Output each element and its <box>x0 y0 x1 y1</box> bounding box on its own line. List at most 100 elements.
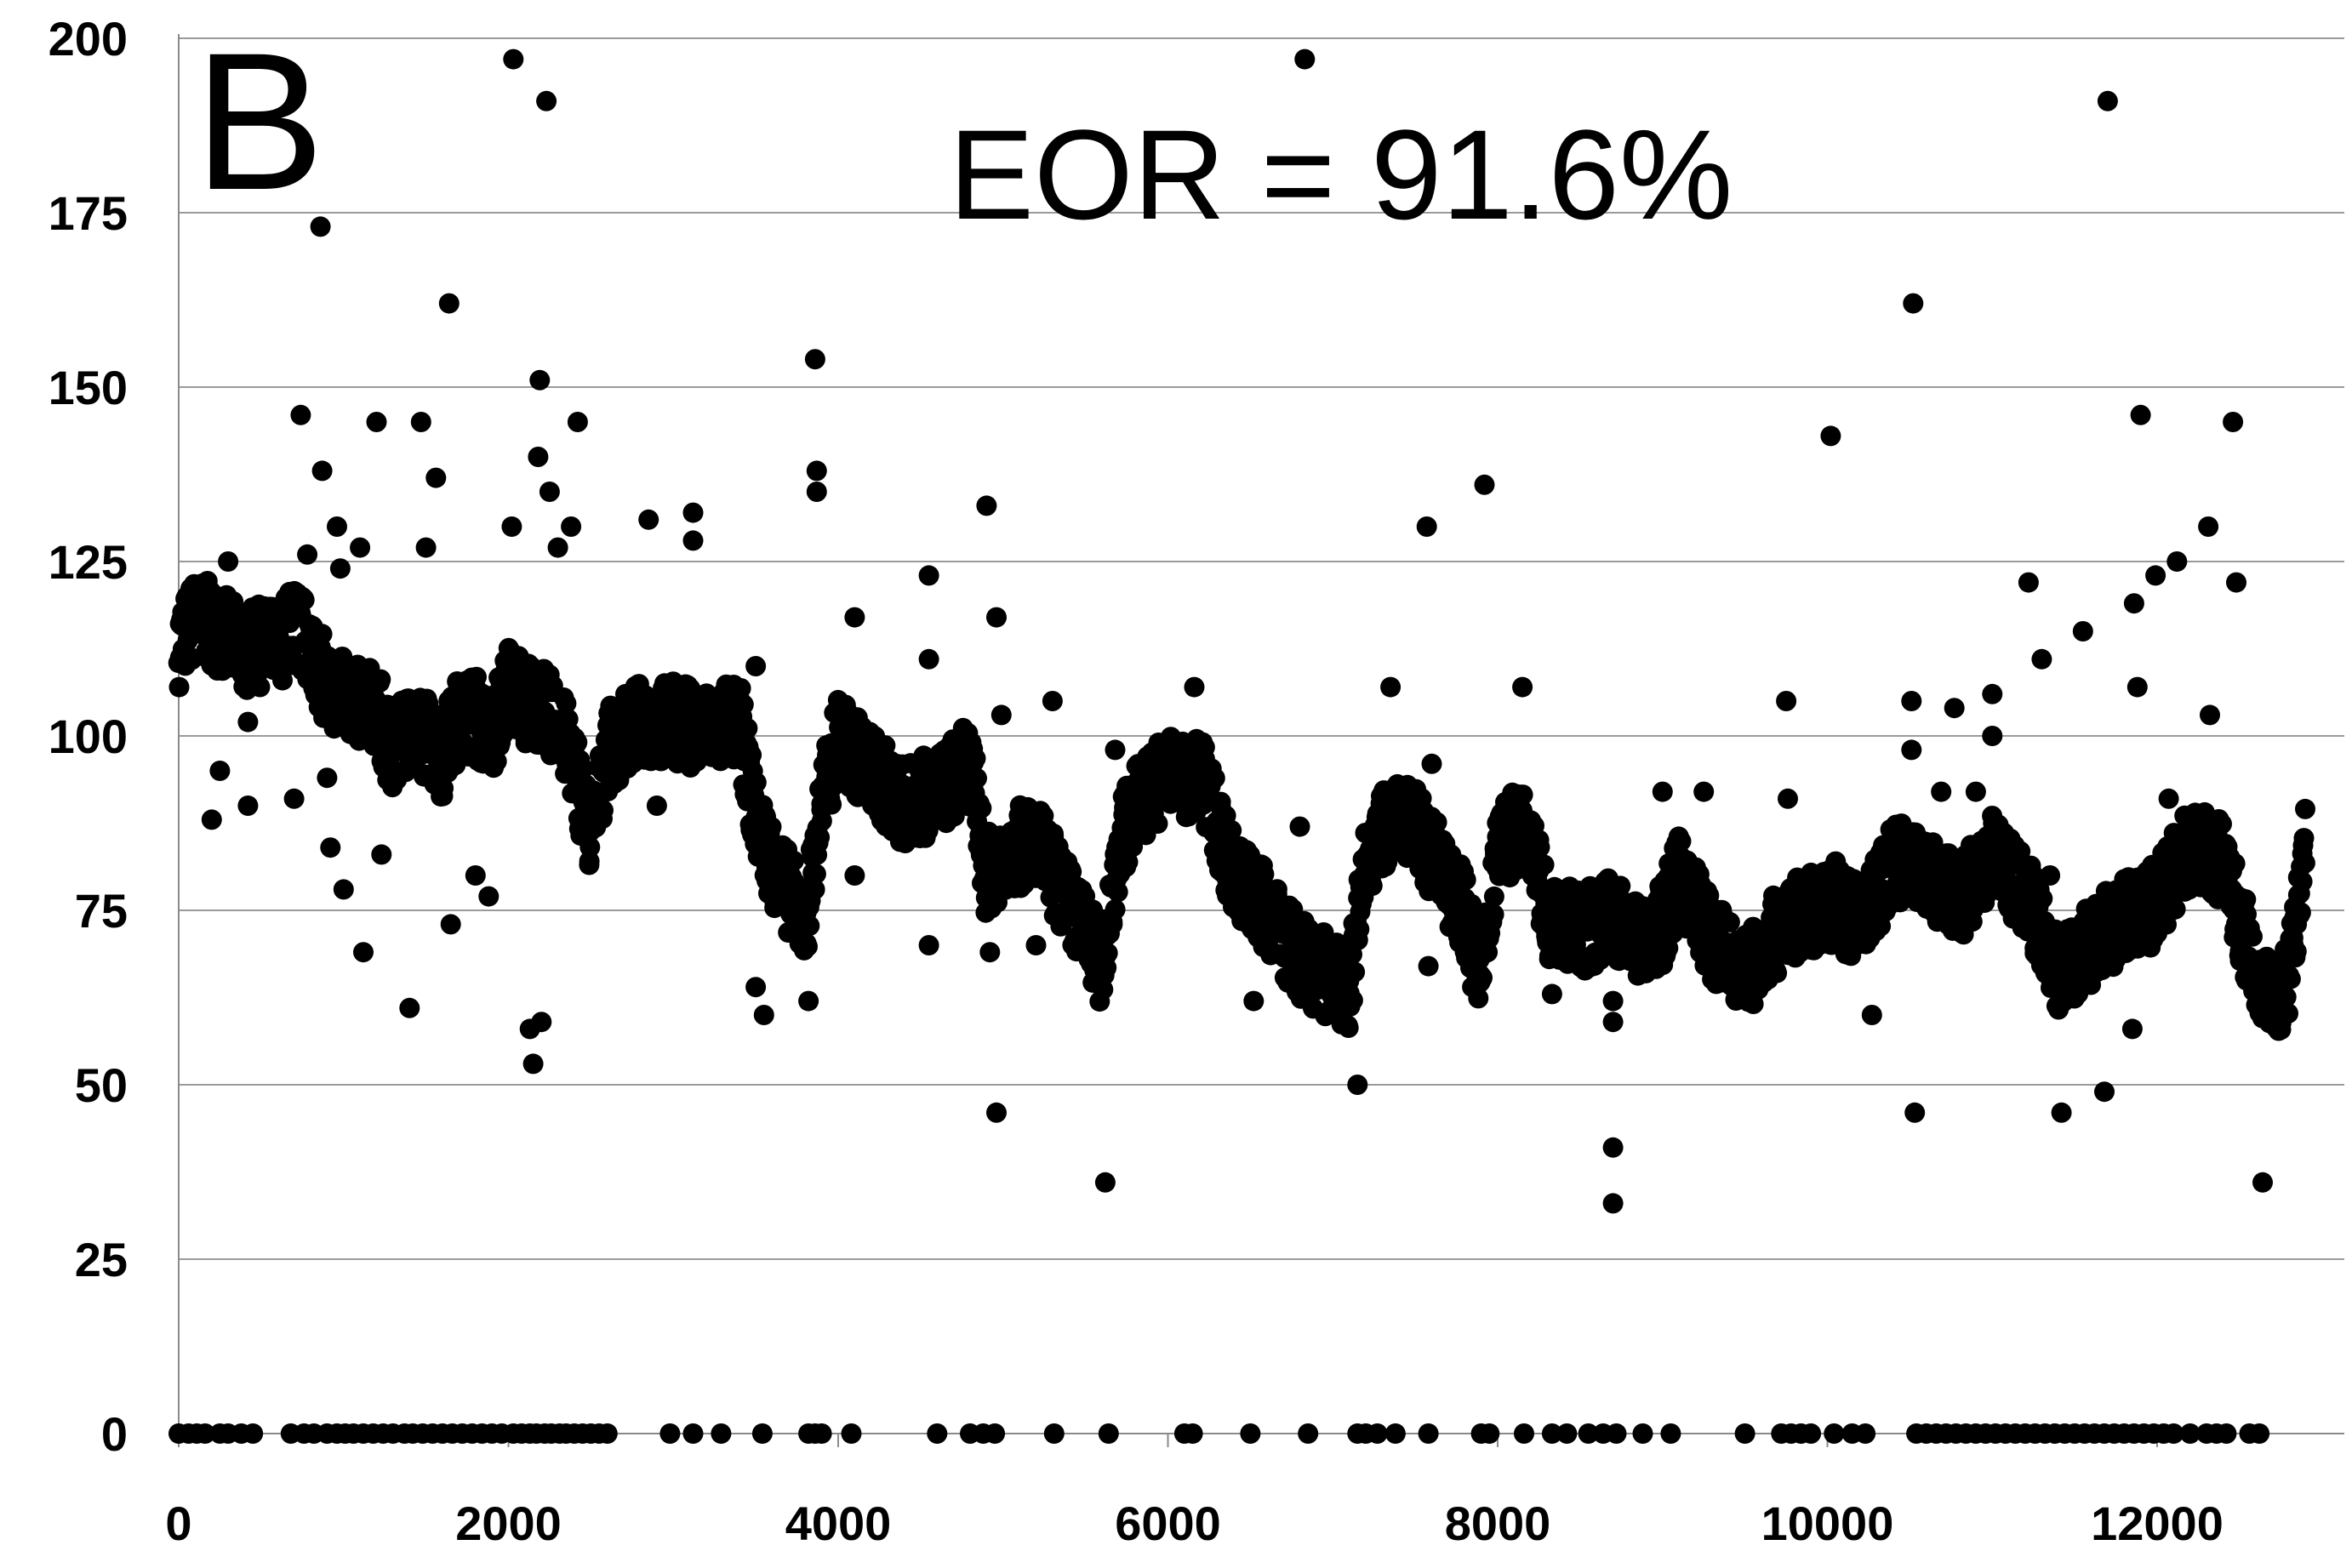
zero-point <box>985 1423 1006 1444</box>
zero-point <box>751 1423 773 1444</box>
outlier-point <box>646 795 667 816</box>
data-point <box>1483 904 1504 925</box>
outlier-point <box>547 537 568 558</box>
outlier-point <box>2018 572 2039 593</box>
data-point <box>1194 737 1215 758</box>
outlier-point <box>531 1012 552 1033</box>
data-point <box>249 676 271 698</box>
zero-point <box>1632 1423 1653 1444</box>
data-point <box>2278 1003 2298 1024</box>
data-point <box>2292 835 2314 856</box>
data-point <box>2294 852 2315 874</box>
outlier-point <box>918 565 939 586</box>
outlier-point <box>1825 851 1847 872</box>
outlier-point <box>1944 698 1965 719</box>
outlier-point <box>745 977 767 998</box>
outlier-point <box>218 551 239 572</box>
data-point <box>579 854 600 875</box>
outlier-point <box>1416 516 1437 537</box>
data-point <box>1221 820 1242 841</box>
outlier-point <box>410 412 431 432</box>
zero-point <box>1824 1423 1845 1444</box>
data-point <box>875 735 896 756</box>
outlier-point <box>1778 788 1798 809</box>
x-tick-label: 2000 <box>455 1497 562 1550</box>
outlier-point <box>1602 1012 1624 1033</box>
data-point <box>272 670 293 691</box>
zero-point <box>2216 1423 2237 1444</box>
outlier-point <box>918 935 939 955</box>
outlier-point <box>1602 990 1624 1012</box>
y-tick-label: 0 <box>101 1407 128 1461</box>
outlier-point <box>465 865 486 886</box>
outlier-point <box>311 460 333 482</box>
zero-point <box>1182 1423 1203 1444</box>
outlier-point <box>1294 48 1316 70</box>
data-point <box>809 827 831 848</box>
data-point <box>1455 870 1476 890</box>
zero-point <box>1367 1423 1388 1444</box>
data-point <box>733 694 754 716</box>
outlier-point <box>1982 726 2003 746</box>
outlier-point <box>2127 676 2148 698</box>
data-point <box>2235 889 2257 910</box>
outlier-point <box>1965 781 1986 802</box>
data-point <box>2286 941 2307 962</box>
outlier-point <box>2252 1172 2273 1193</box>
outlier-point <box>415 537 437 558</box>
outlier-point <box>522 1053 544 1075</box>
outlier-point <box>2051 1102 2072 1123</box>
outlier-point <box>290 404 311 425</box>
outlier-point <box>350 537 371 558</box>
outlier-point <box>1602 1193 1624 1214</box>
outlier-point <box>329 558 351 579</box>
zero-point <box>1556 1423 1578 1444</box>
outlier-point <box>1380 676 1401 698</box>
eor-annotation: EOR = 91.6% <box>949 103 1733 246</box>
outlier-point <box>753 1005 774 1025</box>
zero-point <box>1541 1423 1562 1444</box>
data-point <box>2270 1019 2292 1041</box>
outlier-point <box>682 530 704 551</box>
outlier-point <box>2200 704 2220 726</box>
data-point <box>2290 902 2311 923</box>
outlier-point <box>1904 1102 1926 1123</box>
zero-point <box>195 1423 215 1444</box>
x-tick-label: 8000 <box>1445 1497 1551 1550</box>
y-tick-label: 50 <box>75 1058 128 1112</box>
data-point <box>168 676 190 698</box>
outlier-point <box>1982 683 2003 704</box>
outlier-point <box>399 997 420 1018</box>
outlier-point <box>1418 955 1439 977</box>
outlier-point <box>2031 648 2052 670</box>
outlier-point <box>1903 293 1924 314</box>
outlier-point <box>1025 935 1047 955</box>
outlier-point <box>2097 90 2118 111</box>
zero-point <box>597 1423 618 1444</box>
outlier-point <box>990 704 1012 726</box>
data-point <box>1719 911 1740 932</box>
outlier-point <box>2166 551 2188 572</box>
zero-point <box>1606 1423 1627 1444</box>
outlier-point <box>2094 1081 2115 1103</box>
zero-point <box>1418 1423 1439 1444</box>
data-point <box>418 693 439 715</box>
outlier-point <box>2121 1018 2143 1040</box>
outlier-point <box>1820 425 1841 447</box>
zero-point <box>841 1423 862 1444</box>
outlier-point <box>366 412 387 432</box>
outlier-point <box>425 467 447 488</box>
data-point <box>1670 830 1692 852</box>
zero-point <box>1240 1423 1261 1444</box>
outlier-point <box>536 90 557 111</box>
outlier-point <box>986 607 1007 628</box>
outlier-point <box>371 844 392 865</box>
data-point <box>370 669 391 690</box>
data-point <box>2292 871 2313 892</box>
outlier-point <box>2072 621 2093 641</box>
data-point <box>821 794 842 815</box>
outlier-point <box>976 495 997 516</box>
data-point <box>2280 968 2301 989</box>
data-point <box>1097 943 1118 964</box>
